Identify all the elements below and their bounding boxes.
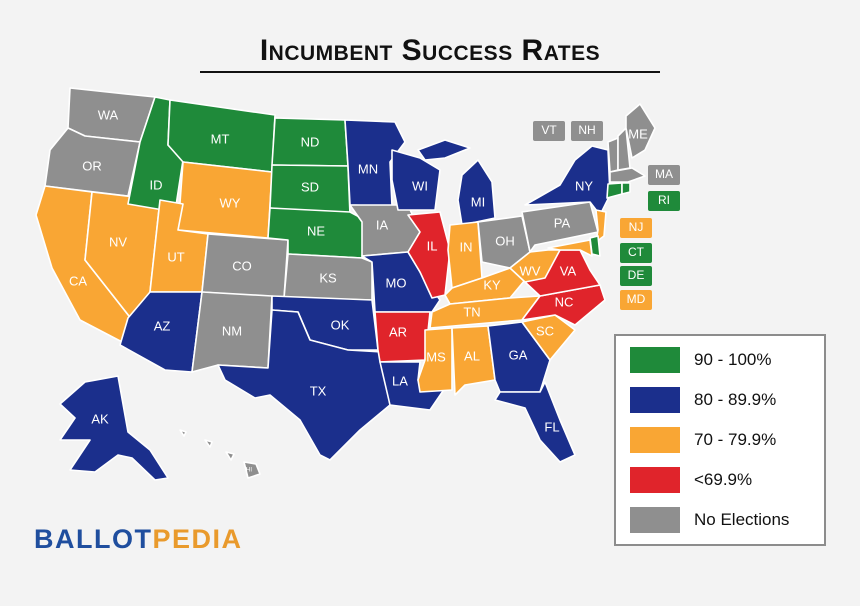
label-CA: CA	[69, 273, 87, 288]
svg-text:MD: MD	[627, 292, 646, 306]
legend-swatch	[630, 347, 680, 373]
label-ME: ME	[628, 126, 648, 141]
state-VT-shape[interactable]	[607, 137, 619, 173]
state-KS[interactable]	[283, 253, 373, 301]
label-SD: SD	[301, 179, 319, 194]
state-MN[interactable]	[344, 119, 406, 207]
label-IN: IN	[460, 239, 473, 254]
label-SC: SC	[536, 323, 554, 338]
label-NC: NC	[555, 294, 574, 309]
state-IN[interactable]	[447, 221, 483, 289]
label-WI: WI	[412, 178, 428, 193]
state-MI-up[interactable]	[417, 139, 471, 161]
label-LA: LA	[392, 373, 408, 388]
label-ND: ND	[301, 134, 320, 149]
label-MT: MT	[211, 131, 230, 146]
label-OR: OR	[82, 158, 102, 173]
label-NM: NM	[222, 323, 242, 338]
legend-item-no-elections: No Elections	[630, 506, 789, 534]
label-NV: NV	[109, 234, 127, 249]
ballotpedia-logo: BALLOTPEDIA	[34, 524, 243, 554]
state-NJ-shape[interactable]	[595, 209, 607, 243]
state-WI[interactable]	[391, 149, 441, 211]
callout-NH[interactable]: NH	[571, 121, 603, 141]
label-TN: TN	[463, 304, 480, 319]
svg-text:RI: RI	[658, 193, 670, 207]
state-MD-shape[interactable]	[547, 239, 593, 257]
label-WV: WV	[520, 263, 541, 278]
label-HI: HI	[246, 468, 252, 474]
callout-DE[interactable]: DE	[620, 266, 652, 286]
callout-MD[interactable]: MD	[620, 290, 652, 310]
svg-text:VT: VT	[541, 123, 557, 137]
label-GA: GA	[509, 347, 528, 362]
callout-RI[interactable]: RI	[648, 191, 680, 211]
svg-text:DE: DE	[628, 268, 645, 282]
legend-item-70-79: 70 - 79.9%	[630, 426, 776, 454]
label-MN: MN	[358, 161, 378, 176]
state-AL[interactable]	[451, 325, 496, 396]
callout-CT[interactable]: CT	[620, 243, 652, 263]
legend: 90 - 100% 80 - 89.9% 70 - 79.9% <69.9% N…	[614, 334, 826, 546]
label-KY: KY	[483, 277, 501, 292]
state-AK[interactable]	[59, 375, 169, 481]
state-TX[interactable]	[217, 309, 391, 461]
label-WY: WY	[220, 195, 241, 210]
state-AR[interactable]	[374, 311, 431, 363]
legend-label: 70 - 79.9%	[694, 430, 777, 449]
label-AR: AR	[389, 324, 407, 339]
svg-text:CT: CT	[628, 245, 645, 259]
label-MO: MO	[386, 275, 407, 290]
state-FL[interactable]	[494, 381, 576, 463]
callout-MA[interactable]: MA	[648, 165, 680, 185]
label-OH: OH	[495, 233, 515, 248]
label-PA: PA	[554, 215, 571, 230]
state-ME[interactable]	[625, 103, 656, 159]
state-MI[interactable]	[457, 159, 496, 226]
state-RI-shape[interactable]	[621, 182, 631, 195]
map-title: Incumbent Success Rates	[259, 34, 601, 67]
state-PA[interactable]	[521, 201, 599, 253]
legend-swatch	[630, 427, 680, 453]
legend-label: No Elections	[694, 510, 790, 529]
callout-VT[interactable]: VT	[533, 121, 565, 141]
legend-item-80-89: 80 - 89.9%	[630, 386, 776, 414]
legend-swatch	[630, 507, 680, 533]
label-IL: IL	[427, 238, 438, 253]
label-NY: NY	[575, 178, 593, 193]
legend-item-90-100: 90 - 100%	[630, 346, 772, 374]
label-AZ: AZ	[154, 318, 171, 333]
state-MA-shape[interactable]	[609, 167, 646, 183]
state-IL[interactable]	[407, 211, 451, 299]
label-TX: TX	[310, 383, 327, 398]
legend-label: 80 - 89.9%	[694, 390, 777, 409]
label-UT: UT	[167, 249, 184, 264]
label-AL: AL	[464, 348, 480, 363]
title-underline	[200, 71, 660, 73]
label-MI: MI	[471, 194, 485, 209]
label-FL: FL	[544, 419, 559, 434]
label-ID: ID	[150, 177, 163, 192]
legend-swatch	[630, 387, 680, 413]
label-NE: NE	[307, 223, 325, 238]
label-VA: VA	[560, 263, 577, 278]
label-IA: IA	[376, 217, 389, 232]
svg-text:MA: MA	[655, 167, 673, 181]
label-CO: CO	[232, 258, 252, 273]
label-KS: KS	[319, 270, 337, 285]
state-CT-shape[interactable]	[606, 182, 623, 199]
legend-label: 90 - 100%	[694, 350, 772, 369]
label-OK: OK	[331, 317, 350, 332]
label-MS: MS	[426, 349, 446, 364]
legend-item-below-70: <69.9%	[630, 466, 752, 494]
svg-text:NH: NH	[578, 123, 595, 137]
legend-label: <69.9%	[694, 470, 753, 489]
label-WA: WA	[98, 107, 119, 122]
svg-text:NJ: NJ	[629, 220, 644, 234]
state-HI[interactable]	[179, 429, 261, 479]
legend-swatch	[630, 467, 680, 493]
label-AK: AK	[91, 411, 109, 426]
callout-NJ[interactable]: NJ	[620, 218, 652, 238]
